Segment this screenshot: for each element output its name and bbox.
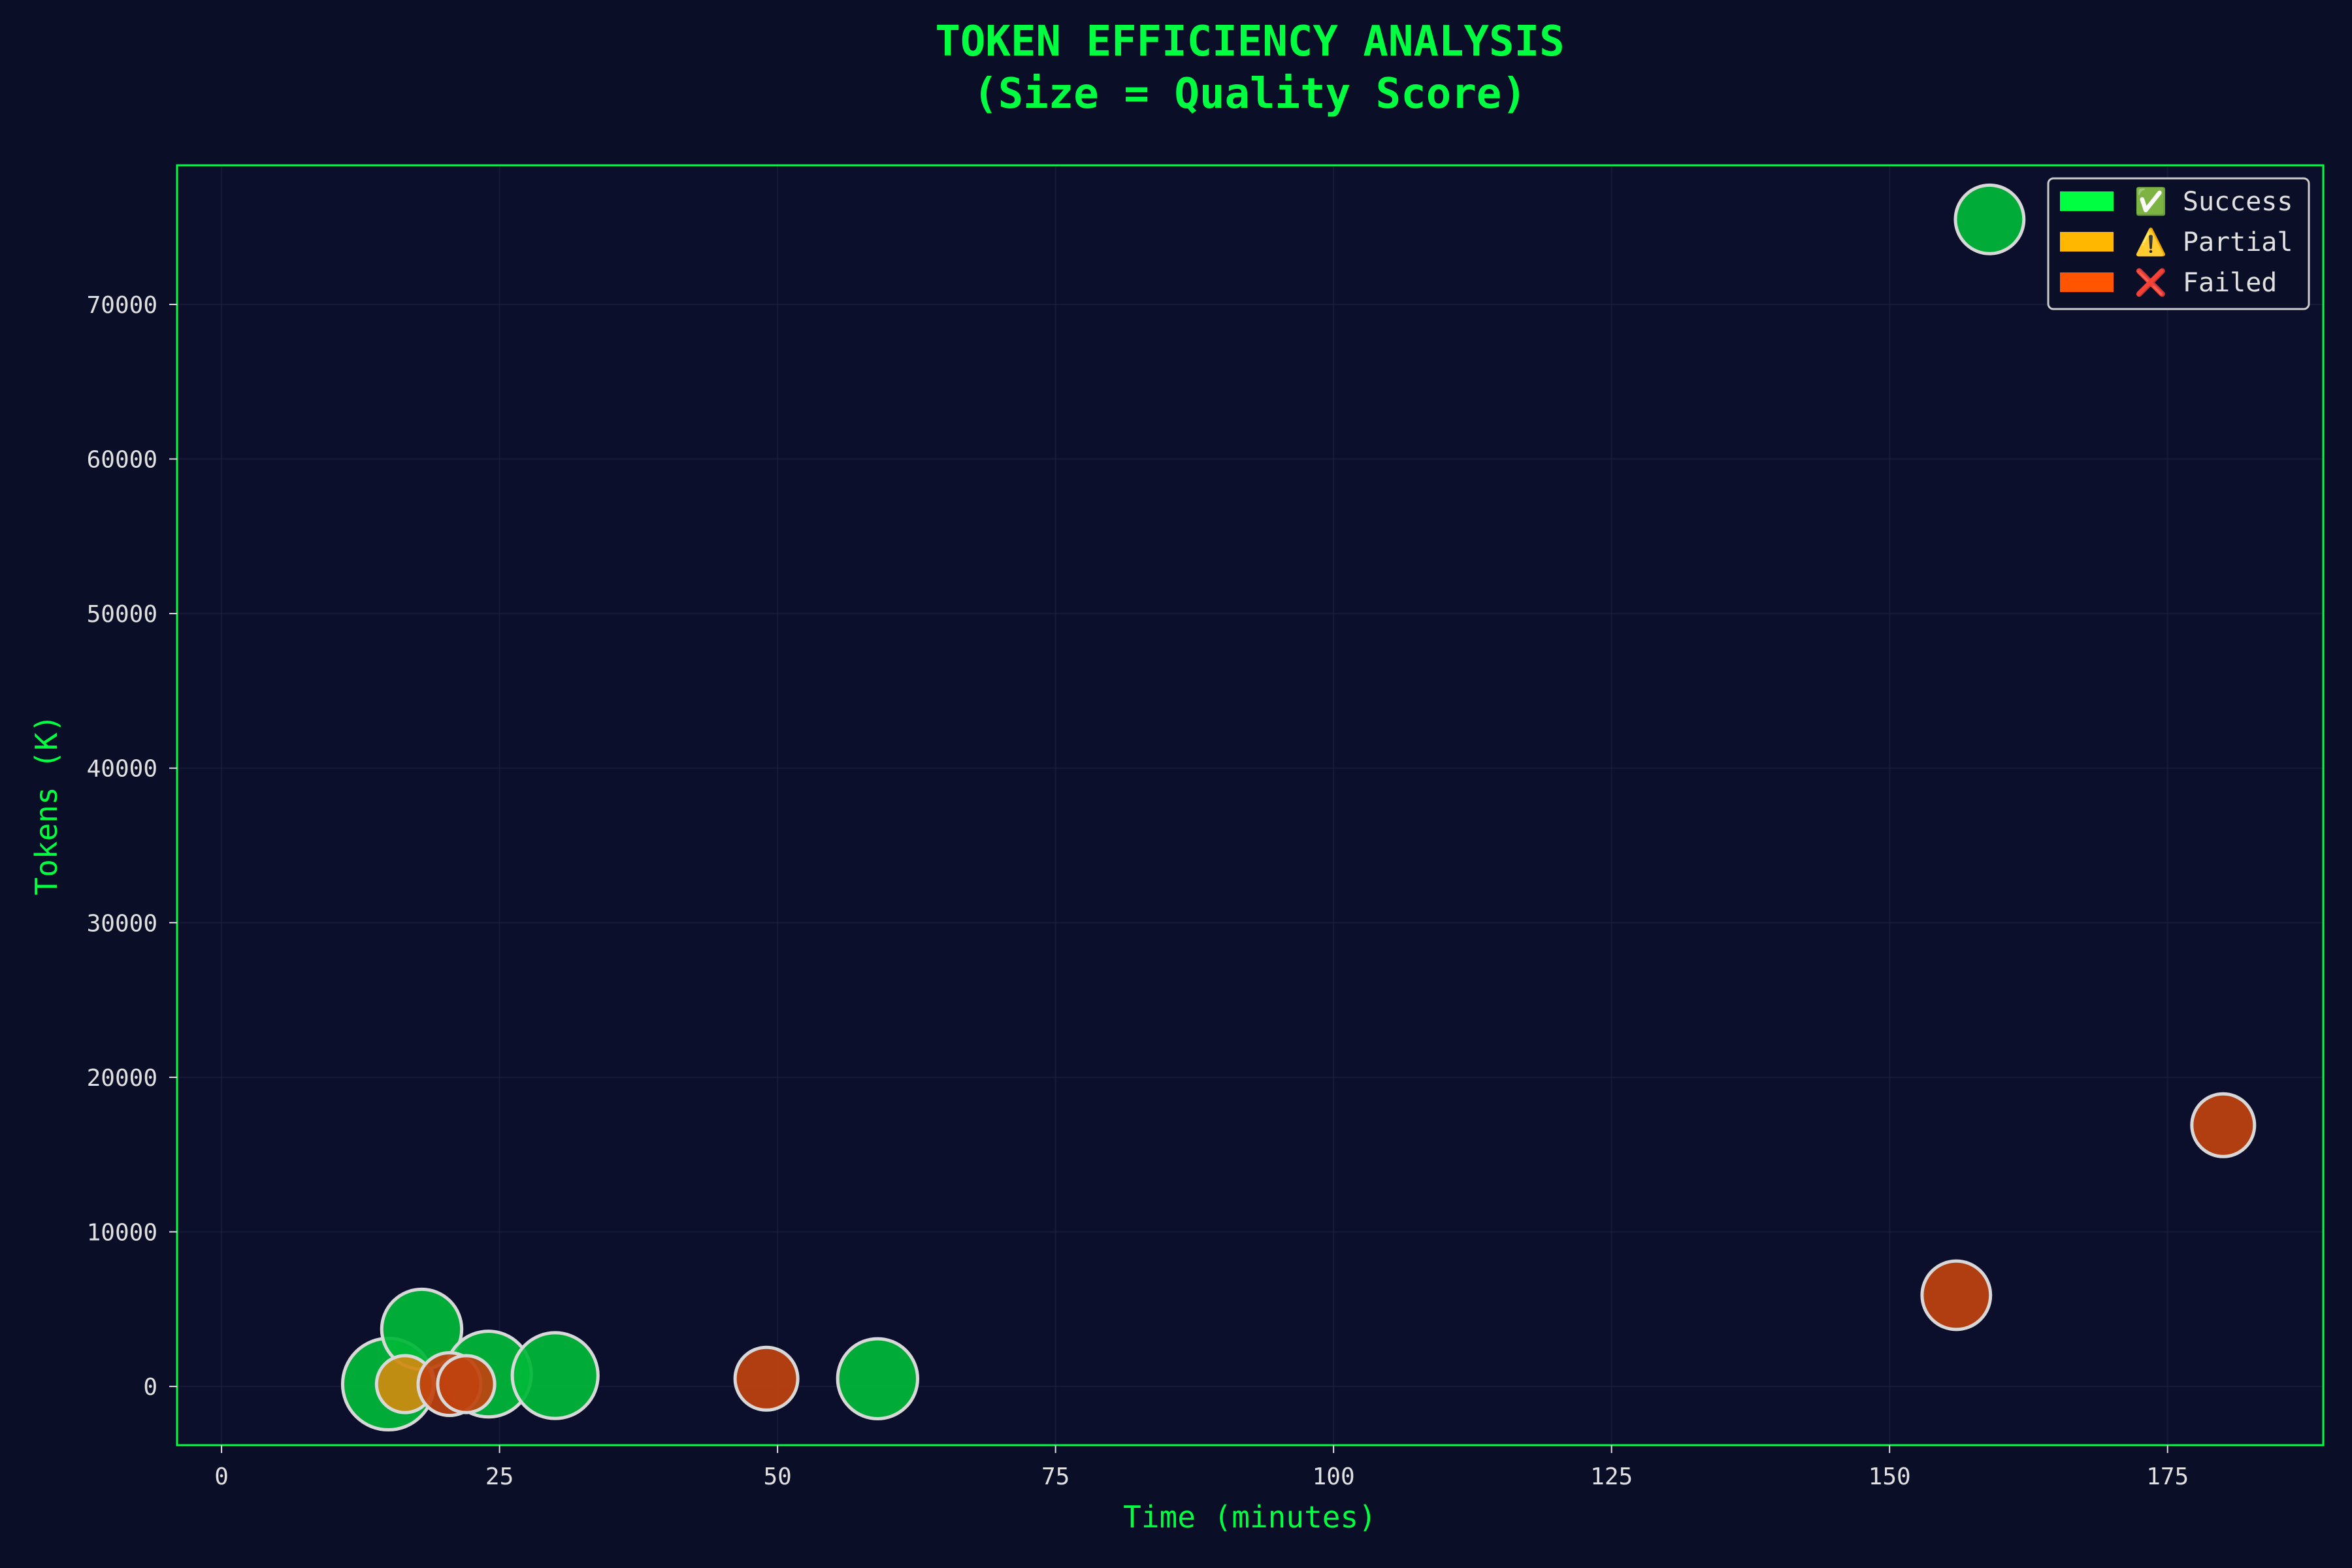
y-tick-label: 0 xyxy=(143,1374,157,1401)
legend-label-partial: ⚠️ Partial xyxy=(2134,227,2293,257)
data-point-success xyxy=(510,1331,600,1420)
y-tick-label: 70000 xyxy=(87,292,157,319)
x-tick-label: 125 xyxy=(1590,1463,1633,1490)
data-point-failed xyxy=(1920,1259,1993,1331)
y-tick-label: 50000 xyxy=(87,601,157,628)
data-point-success xyxy=(836,1337,920,1420)
data-point-failed xyxy=(2190,1092,2257,1158)
x-tick-label: 75 xyxy=(1041,1463,1070,1490)
legend-swatch-partial xyxy=(2060,232,2114,252)
data-point-failed xyxy=(733,1345,800,1412)
chart-subtitle: (Size = Quality Score) xyxy=(973,70,1527,118)
y-axis-label: Tokens (K) xyxy=(29,715,64,896)
legend-label-success: ✅ Success xyxy=(2134,186,2293,217)
x-tick-label: 25 xyxy=(485,1463,514,1490)
legend-swatch-failed xyxy=(2060,272,2114,292)
y-tick-label: 60000 xyxy=(87,447,157,474)
y-tick-label: 10000 xyxy=(87,1220,157,1247)
data-point-failed xyxy=(436,1354,497,1414)
x-tick-label: 50 xyxy=(763,1463,791,1490)
x-tick-label: 150 xyxy=(1869,1463,1911,1490)
legend-label-failed: ❌ Failed xyxy=(2134,267,2277,298)
x-tick-label: 175 xyxy=(2146,1463,2189,1490)
legend: ✅ Success ⚠️ Partial ❌ Failed xyxy=(2047,177,2310,310)
y-axis-ticks: 0 10000 20000 30000 40000 50000 60000 70000 xyxy=(87,292,177,1401)
y-tick-label: 20000 xyxy=(87,1065,157,1092)
x-tick-label: 0 xyxy=(214,1463,229,1490)
x-axis-label: Time (minutes) xyxy=(1123,1499,1377,1535)
data-points xyxy=(340,183,2257,1432)
plot-frame xyxy=(176,164,2325,1446)
x-axis-ticks: 0 25 50 75 100 125 150 175 xyxy=(214,1445,2189,1490)
data-point-success xyxy=(1953,183,2026,255)
y-tick-label: 40000 xyxy=(87,756,157,783)
grid-lines xyxy=(177,165,2323,1445)
chart-title: TOKEN EFFICIENCY ANALYSIS xyxy=(935,18,1564,66)
legend-swatch-success xyxy=(2060,191,2114,211)
y-tick-label: 30000 xyxy=(87,910,157,937)
x-tick-label: 100 xyxy=(1313,1463,1355,1490)
